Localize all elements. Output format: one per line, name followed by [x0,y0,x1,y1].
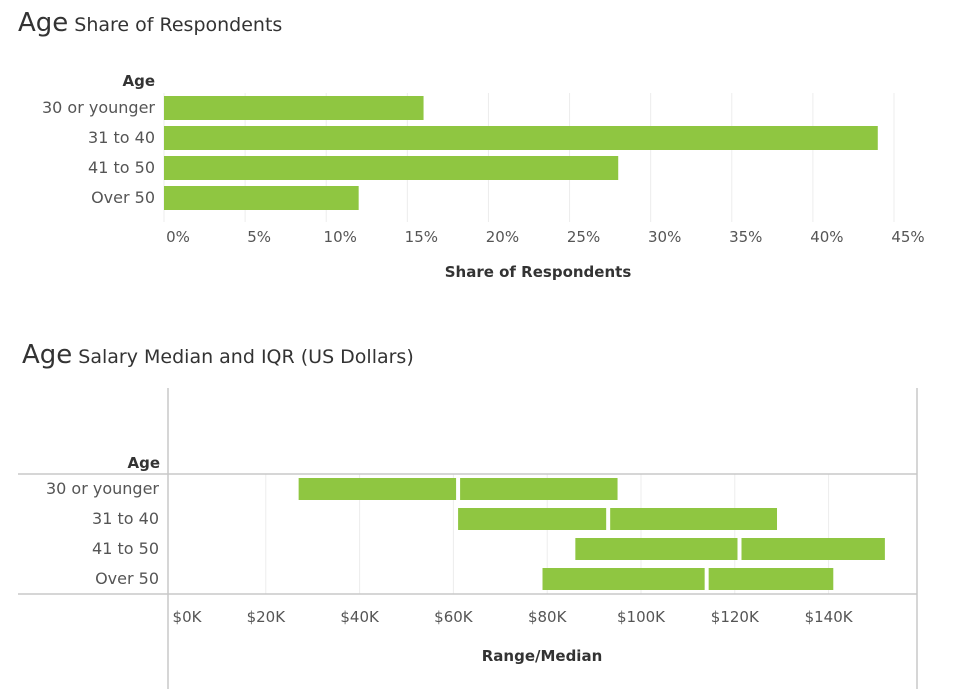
chart2-tick-label: $80K [528,608,568,626]
chart2-frame [18,388,918,689]
chart2-category-label: 30 or younger [46,479,159,498]
chart1-bars [164,96,878,210]
chart1-tick-label: 30% [648,228,681,246]
chart1-x-axis-label: Share of Respondents [445,263,632,281]
chart2-category-label: Over 50 [95,569,159,588]
chart1-tick-label: 10% [324,228,357,246]
chart1-tick-label: 35% [729,228,762,246]
chart2-title: Age Salary Median and IQR (US Dollars) [22,340,414,370]
chart2-bar-lower [542,568,705,590]
chart2-tick-label: $20K [247,608,287,626]
share-bar-chart: 30 or younger 31 to 40 41 to 50 Over 50 0% 5… [42,72,925,281]
chart1-tick-label: 25% [567,228,600,246]
chart2-tick-label: $60K [434,608,474,626]
chart2-x-axis-label: Range/Median [482,647,603,665]
chart1-tick-label: 45% [891,228,924,246]
chart1-tick-labels: 0% 5% 10% 15% 20% 25% 30% 35% 40% 45% [166,228,925,246]
chart2-bar-upper [741,538,885,560]
chart2-bar-lower [298,478,457,500]
chart2-bars [298,478,885,590]
chart1-tick-label: 20% [486,228,519,246]
chart1-title-sub: Share of Respondents [74,14,283,36]
chart2-title-main: Age [22,340,73,370]
chart1-bar [164,186,359,210]
chart2-tick-label: $40K [340,608,380,626]
chart1-category-label: 41 to 50 [88,158,155,177]
chart2-tick-labels: $0K $20K $40K $60K $80K $100K $120K $140K [173,608,854,626]
chart2-bar-upper [708,568,834,590]
chart1-category-label: Over 50 [91,188,155,207]
chart1-tick-label: 40% [810,228,843,246]
chart2-bar-lower [575,538,738,560]
chart2-bar-lower [458,508,607,530]
chart2-tick-label: $140K [805,608,854,626]
chart1-bar [164,156,619,180]
chart1-tick-label: 15% [405,228,438,246]
chart1-category-label: 31 to 40 [88,128,155,147]
chart1-title: Age Share of Respondents [18,8,282,38]
chart1-category-label: 30 or younger [42,98,155,117]
chart2-row-header: Age [127,454,160,472]
chart2-tick-label: $120K [711,608,760,626]
chart1-row-header: Age [122,72,155,90]
chart2-category-label: 31 to 40 [92,509,159,528]
chart2-category-label: 41 to 50 [92,539,159,558]
chart2-bar-upper [610,508,778,530]
chart1-category-labels: 30 or younger 31 to 40 41 to 50 Over 50 [42,98,155,207]
chart2-title-sub: Salary Median and IQR (US Dollars) [78,346,414,368]
chart2-category-labels: 30 or younger 31 to 40 41 to 50 Over 50 [46,479,159,588]
chart2-gridlines [265,474,830,594]
chart1-bar [164,126,878,150]
chart2-tick-label: $0K [173,608,203,626]
chart2-tick-label: $100K [617,608,666,626]
chart1-tick-label: 0% [166,228,190,246]
chart1-bar [164,96,424,120]
chart2-bar-upper [460,478,618,500]
chart1-tick-label: 5% [247,228,271,246]
chart1-title-main: Age [18,8,69,38]
